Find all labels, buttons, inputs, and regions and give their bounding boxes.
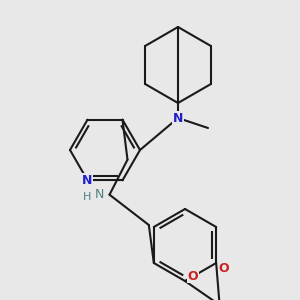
Text: N: N bbox=[82, 174, 93, 187]
Text: O: O bbox=[219, 262, 230, 275]
Text: O: O bbox=[188, 269, 198, 283]
Text: H: H bbox=[83, 192, 92, 202]
Text: N: N bbox=[95, 188, 104, 201]
Text: N: N bbox=[173, 112, 183, 124]
